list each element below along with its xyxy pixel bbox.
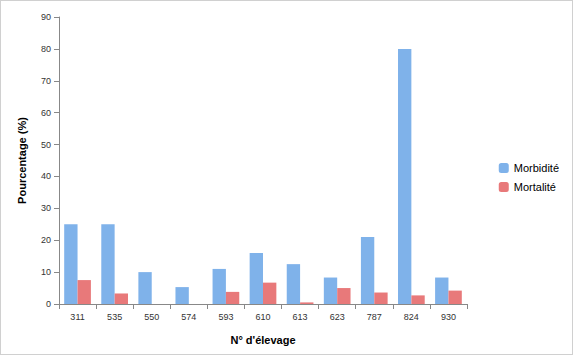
svg-text:70: 70 <box>41 76 51 86</box>
svg-text:311: 311 <box>70 312 84 322</box>
svg-text:60: 60 <box>41 108 51 118</box>
svg-text:613: 613 <box>293 312 308 322</box>
svg-text:787: 787 <box>367 312 382 322</box>
svg-text:80: 80 <box>41 44 51 54</box>
svg-text:550: 550 <box>144 312 159 322</box>
svg-text:N° d'élevage: N° d'élevage <box>230 334 295 346</box>
svg-text:40: 40 <box>41 171 51 181</box>
svg-text:Morbidité: Morbidité <box>514 162 559 174</box>
svg-text:10: 10 <box>41 267 51 277</box>
svg-text:574: 574 <box>181 312 196 322</box>
svg-text:930: 930 <box>441 312 456 322</box>
svg-text:50: 50 <box>41 140 51 150</box>
svg-text:0: 0 <box>46 299 51 309</box>
svg-text:610: 610 <box>255 312 270 322</box>
svg-text:30: 30 <box>41 203 51 213</box>
svg-text:90: 90 <box>41 12 51 22</box>
svg-text:623: 623 <box>330 312 345 322</box>
svg-text:Mortalité: Mortalité <box>514 181 556 193</box>
svg-text:535: 535 <box>107 312 122 322</box>
svg-text:824: 824 <box>404 312 419 322</box>
svg-text:Pourcentage (%): Pourcentage (%) <box>16 117 28 204</box>
svg-text:593: 593 <box>218 312 233 322</box>
svg-text:20: 20 <box>41 235 51 245</box>
